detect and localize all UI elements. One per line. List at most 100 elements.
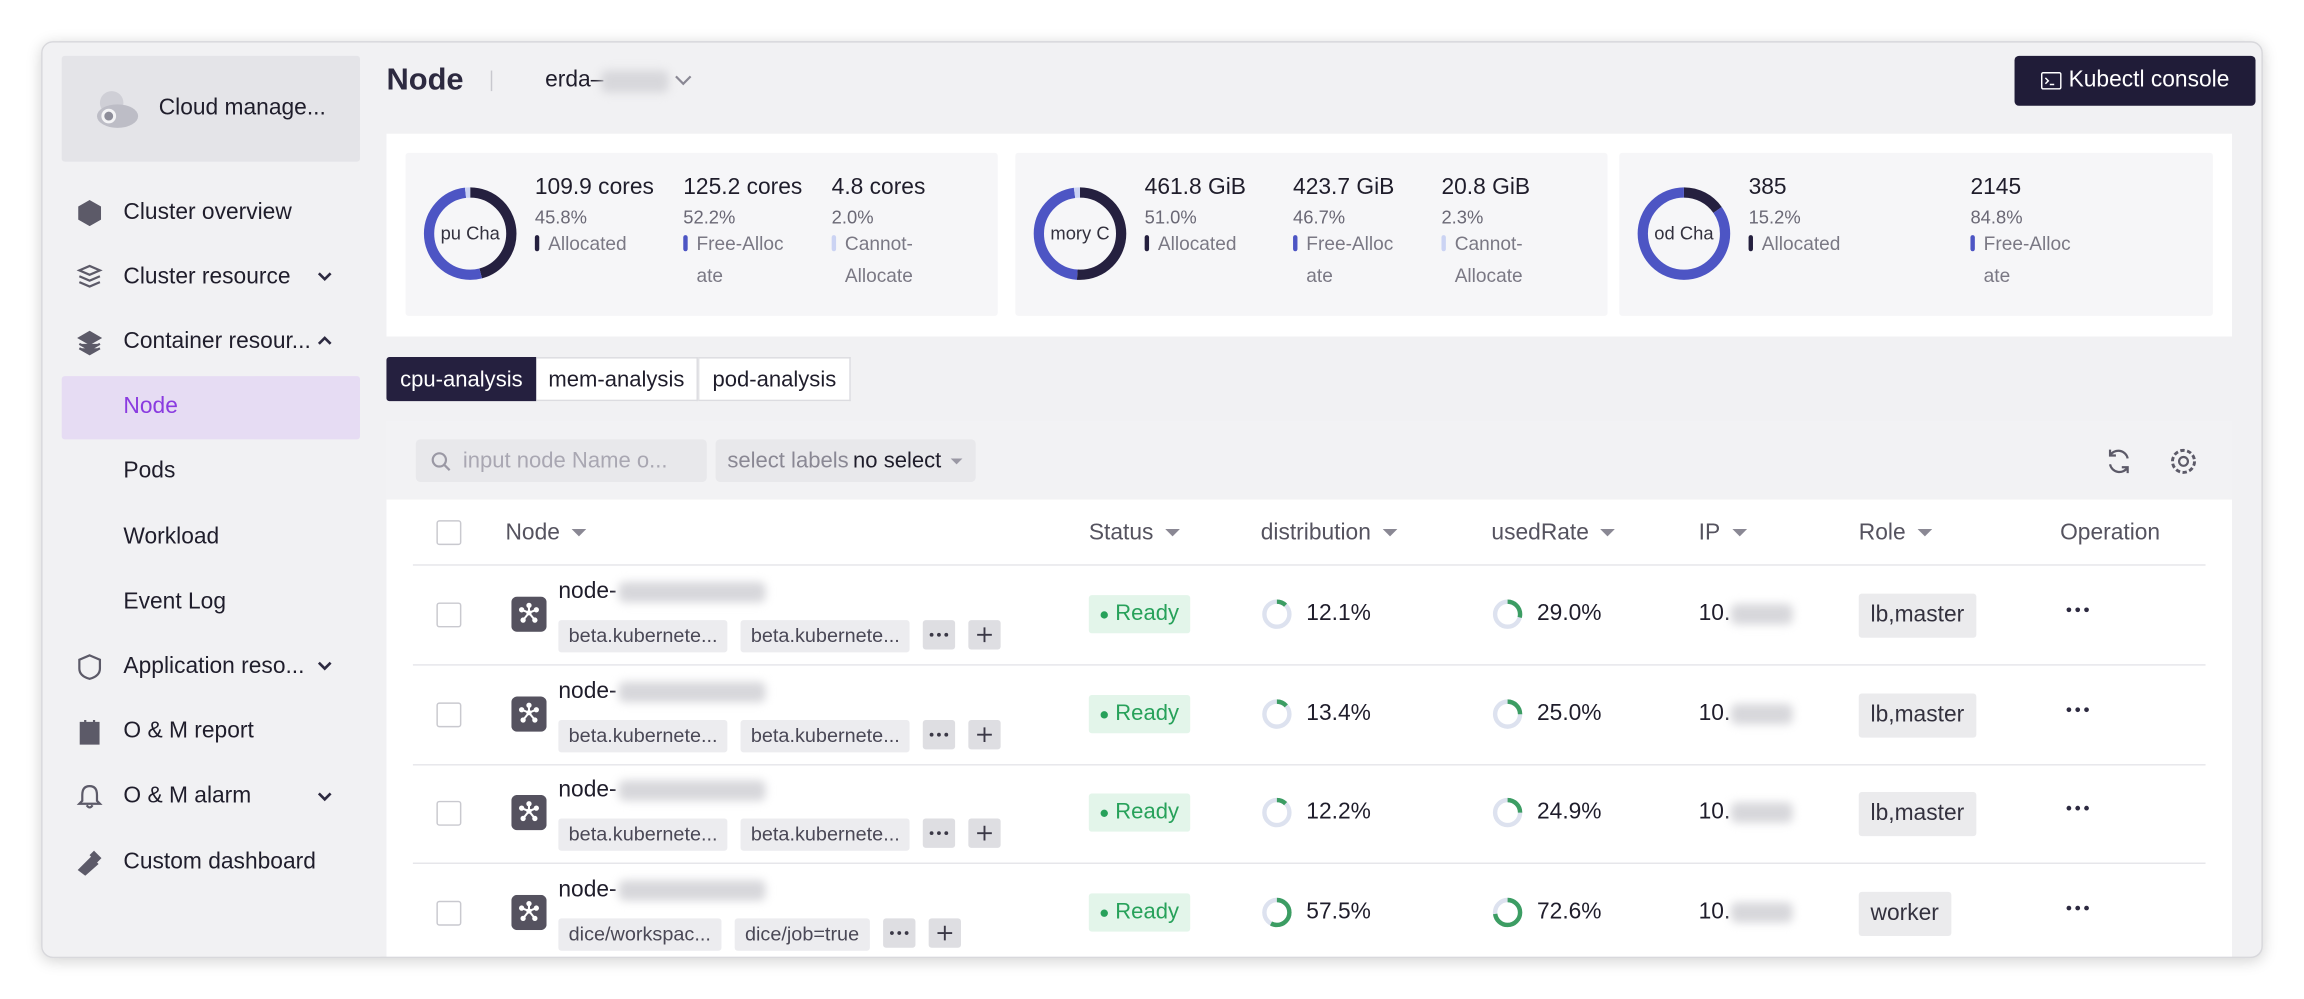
row-checkbox[interactable] [436, 900, 462, 925]
icon-shape [2075, 805, 2081, 811]
column-header[interactable]: usedRate [1491, 520, 1616, 546]
submenu-item[interactable]: Event Log [123, 588, 227, 614]
pie-track [1262, 698, 1292, 729]
row-divider [412, 564, 2206, 566]
stat: 109.9 cores 45.8% Allocated [534, 175, 667, 260]
plus-icon [937, 924, 953, 940]
menu-icon [78, 653, 102, 680]
icon-shape [571, 528, 587, 537]
used-rate-value: 29.0% [1536, 600, 1602, 626]
role-tag: lb,master [1858, 692, 1976, 737]
dots-icon [929, 732, 949, 736]
submenu-item[interactable]: Node [61, 375, 361, 439]
ip-address: 10. [1698, 700, 1731, 726]
icon-shape [532, 914, 538, 921]
search-placeholder: input node Name o... [462, 448, 668, 474]
status-text: Ready [1115, 898, 1179, 924]
icon-shape [431, 451, 448, 467]
row-checkbox[interactable] [436, 701, 462, 727]
menu-item[interactable]: Cluster resource [62, 246, 360, 309]
cluster-name[interactable]: erda– [545, 67, 604, 93]
tab[interactable]: pod-analysis [697, 357, 851, 402]
row-actions[interactable] [2064, 801, 2090, 816]
row-actions[interactable] [2064, 602, 2090, 617]
usage-pie [1492, 897, 1523, 927]
more-tags[interactable] [883, 917, 916, 948]
dots-icon [929, 831, 949, 836]
usage-pie [1262, 897, 1292, 927]
column-header[interactable]: Status [1089, 520, 1180, 546]
blurred-text [618, 681, 766, 702]
icon-shape [1600, 528, 1616, 537]
stat: 4.8 cores 2.0% Cannot-Allocate [831, 175, 964, 293]
legend-label: Cannot-Allocate [1454, 232, 1523, 287]
column-header[interactable]: distribution [1261, 520, 1398, 546]
row-divider [412, 763, 2206, 765]
dots-icon [890, 930, 909, 935]
more-tags[interactable] [922, 818, 956, 848]
status-dot [1100, 809, 1108, 817]
used-rate-value: 24.9% [1536, 799, 1602, 825]
dropdown-icon[interactable] [674, 72, 692, 90]
sort-icon [571, 528, 587, 537]
add-tag[interactable] [968, 719, 1001, 749]
more-tags[interactable] [922, 620, 956, 650]
submenu-item[interactable]: Workload [123, 523, 220, 549]
usage-pie [1492, 599, 1523, 629]
column-header[interactable]: Role [1858, 520, 1933, 546]
row-actions[interactable] [2064, 900, 2090, 915]
node-name[interactable]: node- [558, 678, 617, 704]
row-checkbox[interactable] [436, 602, 462, 628]
submenu-item[interactable]: Pods [123, 458, 176, 484]
tab[interactable]: cpu-analysis [386, 357, 537, 402]
chevron[interactable] [316, 268, 334, 286]
menu-item[interactable]: Custom dashboard [62, 830, 360, 893]
legend-swatch [1144, 235, 1150, 252]
label-select[interactable]: select labels no select [715, 439, 976, 482]
node-name[interactable]: node- [558, 578, 617, 604]
icon-shape [532, 617, 538, 623]
add-tag[interactable] [928, 917, 961, 948]
column-header[interactable]: IP [1699, 520, 1747, 546]
node-name[interactable]: node- [558, 777, 617, 803]
menu-item[interactable]: Container resour... [62, 311, 360, 374]
chevron[interactable] [316, 333, 334, 351]
stat-legend: Cannot-Allocate [1441, 228, 1573, 293]
sidebar: Cloud manage... Cluster overview Cluster … [42, 42, 381, 957]
kubectl-button[interactable]: Kubectl console [2014, 55, 2256, 106]
usage-pie [1492, 797, 1523, 828]
icon-shape [520, 815, 526, 822]
used-rate-value: 72.6% [1536, 898, 1602, 924]
chevron[interactable] [316, 787, 334, 805]
icon-shape [937, 831, 941, 836]
column-header[interactable]: Node [505, 520, 587, 546]
refresh-button[interactable] [2104, 447, 2133, 476]
menu-item[interactable]: O & M alarm [62, 765, 360, 828]
menu-item[interactable]: Cluster overview [62, 181, 360, 244]
label-tag: beta.kubernete... [740, 620, 911, 653]
search-input[interactable]: input node Name o... [415, 439, 707, 482]
usage-pie [1262, 698, 1292, 729]
add-tag[interactable] [968, 818, 1001, 848]
tab[interactable]: mem-analysis [536, 357, 698, 402]
ip-address: 10. [1698, 799, 1731, 825]
menu-item[interactable]: Application reso... [62, 635, 360, 698]
stat: 20.8 GiB 2.3% Cannot-Allocate [1441, 175, 1573, 293]
usage-pie [1492, 698, 1523, 729]
node-icon [511, 794, 547, 831]
product-header[interactable]: Cloud manage... [61, 55, 361, 162]
row-checkbox[interactable] [436, 520, 462, 546]
node-name[interactable]: node- [558, 876, 617, 902]
sort-icon [1731, 528, 1747, 537]
icon-shape [929, 732, 934, 736]
distribution-value: 12.2% [1306, 799, 1371, 825]
chevron[interactable] [316, 657, 334, 675]
column-title: Role [1858, 520, 1906, 546]
menu-item[interactable]: O & M report [62, 700, 360, 763]
add-tag[interactable] [968, 620, 1001, 650]
settings-button[interactable] [2169, 447, 2198, 476]
more-tags[interactable] [922, 719, 956, 749]
legend-label: Free-Allocate [1306, 232, 1394, 287]
row-actions[interactable] [2064, 702, 2090, 717]
row-checkbox[interactable] [436, 800, 462, 826]
